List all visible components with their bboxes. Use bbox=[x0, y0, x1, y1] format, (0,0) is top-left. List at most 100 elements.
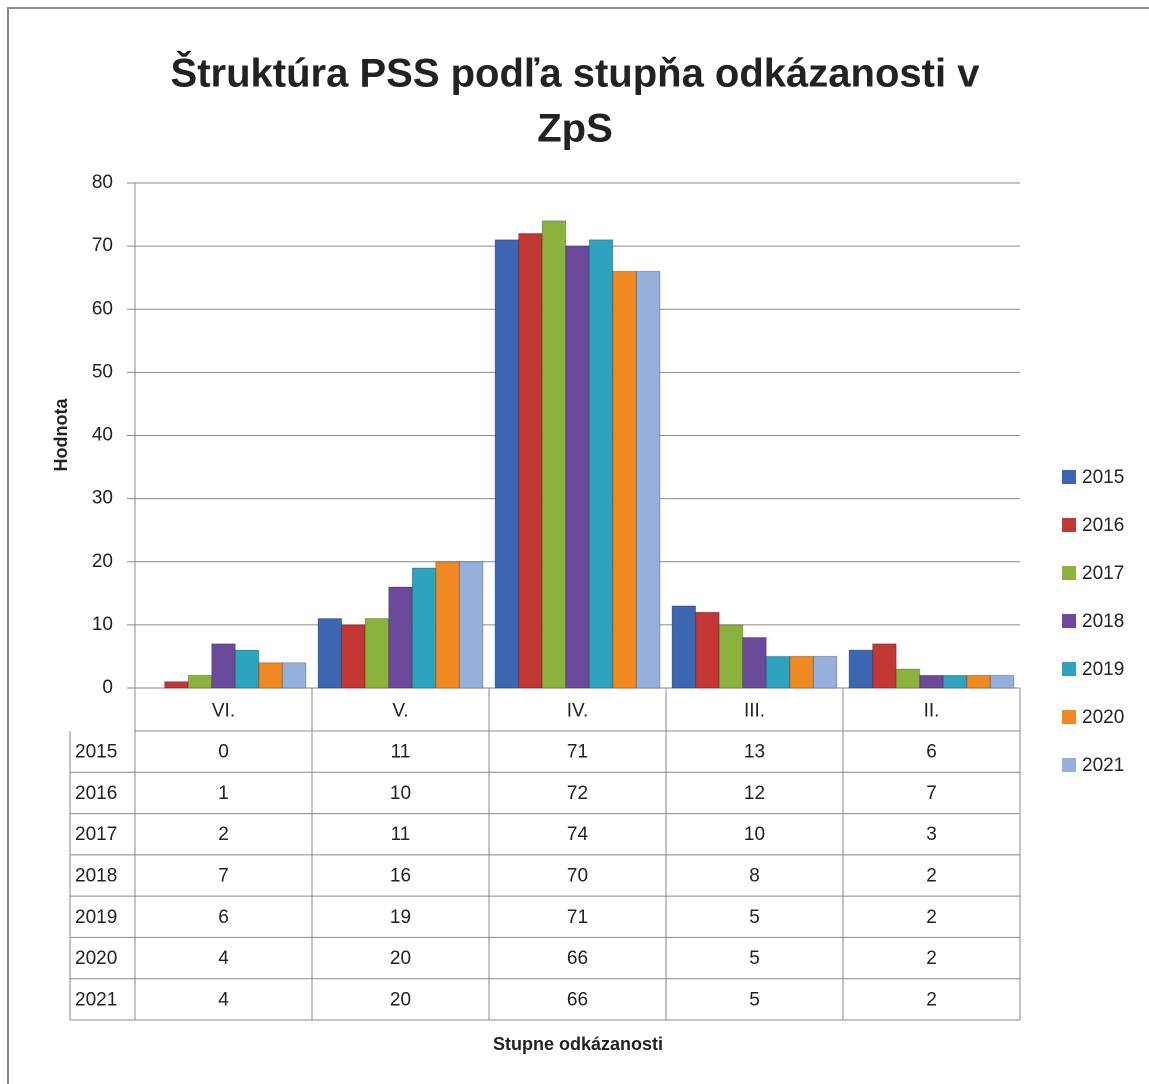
bar bbox=[541, 220, 567, 689]
bar bbox=[695, 611, 720, 689]
legend-swatch bbox=[1062, 662, 1076, 676]
bar bbox=[919, 674, 944, 689]
y-axis-label: Hodnota bbox=[51, 398, 71, 472]
table-cell: 2 bbox=[218, 824, 229, 845]
bar bbox=[388, 586, 413, 689]
y-tick-label: 70 bbox=[92, 235, 113, 256]
bar bbox=[187, 674, 213, 689]
table-cell: 20 bbox=[390, 948, 411, 969]
bar bbox=[895, 668, 921, 689]
legend-swatch bbox=[1062, 758, 1076, 772]
bar bbox=[671, 605, 697, 689]
table-row-label: 2017 bbox=[75, 824, 117, 845]
bar bbox=[317, 618, 343, 689]
table-cell: 19 bbox=[390, 907, 411, 928]
bar bbox=[341, 624, 366, 689]
legend-label: 2018 bbox=[1082, 611, 1124, 632]
x-tick-label: VI. bbox=[212, 701, 235, 722]
x-tick-label: II. bbox=[924, 701, 940, 722]
bar bbox=[164, 681, 189, 689]
bar bbox=[494, 239, 520, 689]
table-cell: 66 bbox=[567, 989, 588, 1010]
table-cell: 8 bbox=[749, 866, 760, 887]
table-row-label: 2020 bbox=[75, 948, 117, 969]
table-cell: 2 bbox=[926, 948, 937, 969]
bar bbox=[588, 239, 614, 689]
bar bbox=[635, 270, 661, 689]
table-cell: 72 bbox=[567, 783, 588, 804]
table-cell: 6 bbox=[218, 907, 229, 928]
bar bbox=[518, 233, 543, 689]
table-cell: 7 bbox=[218, 866, 229, 887]
chart-title: ZpS bbox=[537, 107, 613, 151]
table-cell: 71 bbox=[567, 742, 588, 763]
table-cell: 7 bbox=[926, 783, 937, 804]
table-cell: 2 bbox=[926, 907, 937, 928]
y-tick-label: 0 bbox=[102, 677, 113, 698]
bar bbox=[848, 649, 874, 689]
table-cell: 4 bbox=[218, 948, 229, 969]
y-tick-label: 20 bbox=[92, 551, 113, 572]
table-cell: 74 bbox=[567, 824, 589, 845]
legend-swatch bbox=[1062, 566, 1076, 580]
bar bbox=[281, 662, 307, 689]
table-cell: 10 bbox=[744, 824, 765, 845]
bar bbox=[411, 567, 437, 689]
table-row-label: 2018 bbox=[75, 866, 117, 887]
bar bbox=[812, 655, 838, 689]
bar bbox=[742, 637, 767, 689]
table-cell: 6 bbox=[926, 742, 937, 763]
legend-swatch bbox=[1062, 518, 1076, 532]
table-cell: 20 bbox=[390, 989, 411, 1010]
x-tick-label: V. bbox=[392, 701, 408, 722]
x-tick-label: IV. bbox=[567, 701, 589, 722]
legend-label: 2021 bbox=[1082, 755, 1124, 776]
table-row-label: 2016 bbox=[75, 783, 117, 804]
table-cell: 5 bbox=[749, 948, 760, 969]
bar bbox=[989, 674, 1015, 689]
table-cell: 66 bbox=[567, 948, 588, 969]
bar bbox=[458, 561, 484, 689]
table-cell: 0 bbox=[218, 742, 229, 763]
y-tick-label: 40 bbox=[92, 425, 113, 446]
bar bbox=[718, 624, 744, 689]
x-tick-label: III. bbox=[744, 701, 765, 722]
x-axis-label: Stupne odkázanosti bbox=[493, 1034, 663, 1054]
table-cell: 2 bbox=[926, 866, 937, 887]
legend-swatch bbox=[1062, 470, 1076, 484]
table-cell: 5 bbox=[749, 907, 760, 928]
legend-swatch bbox=[1062, 614, 1076, 628]
legend-label: 2016 bbox=[1082, 515, 1124, 536]
legend-label: 2020 bbox=[1082, 707, 1124, 728]
legend-label: 2017 bbox=[1082, 563, 1124, 584]
table-cell: 11 bbox=[391, 742, 411, 763]
legend-swatch bbox=[1062, 710, 1076, 724]
bar bbox=[612, 270, 637, 689]
bar bbox=[942, 674, 968, 689]
bar bbox=[565, 245, 590, 689]
chart-title: Štruktúra PSS podľa stupňa odkázanosti v bbox=[171, 50, 981, 96]
bar bbox=[872, 643, 897, 689]
table-row-label: 2015 bbox=[75, 742, 117, 763]
table-cell: 10 bbox=[390, 783, 411, 804]
table-cell: 2 bbox=[926, 989, 937, 1010]
table-cell: 12 bbox=[744, 783, 765, 804]
bar bbox=[789, 655, 814, 689]
y-tick-label: 80 bbox=[92, 172, 113, 193]
bar bbox=[258, 662, 283, 689]
bar bbox=[435, 561, 460, 689]
table-row-label: 2021 bbox=[75, 989, 117, 1010]
table-cell: 1 bbox=[218, 783, 229, 804]
y-tick-label: 60 bbox=[92, 298, 113, 319]
bar bbox=[364, 618, 390, 689]
table-cell: 16 bbox=[390, 866, 411, 887]
legend-label: 2015 bbox=[1082, 467, 1124, 488]
table-cell: 4 bbox=[218, 989, 229, 1010]
legend-label: 2019 bbox=[1082, 659, 1124, 680]
table-cell: 13 bbox=[744, 742, 765, 763]
bar bbox=[765, 655, 791, 689]
table-cell: 11 bbox=[391, 824, 411, 845]
y-tick-label: 30 bbox=[92, 488, 113, 509]
bar bbox=[966, 674, 991, 689]
